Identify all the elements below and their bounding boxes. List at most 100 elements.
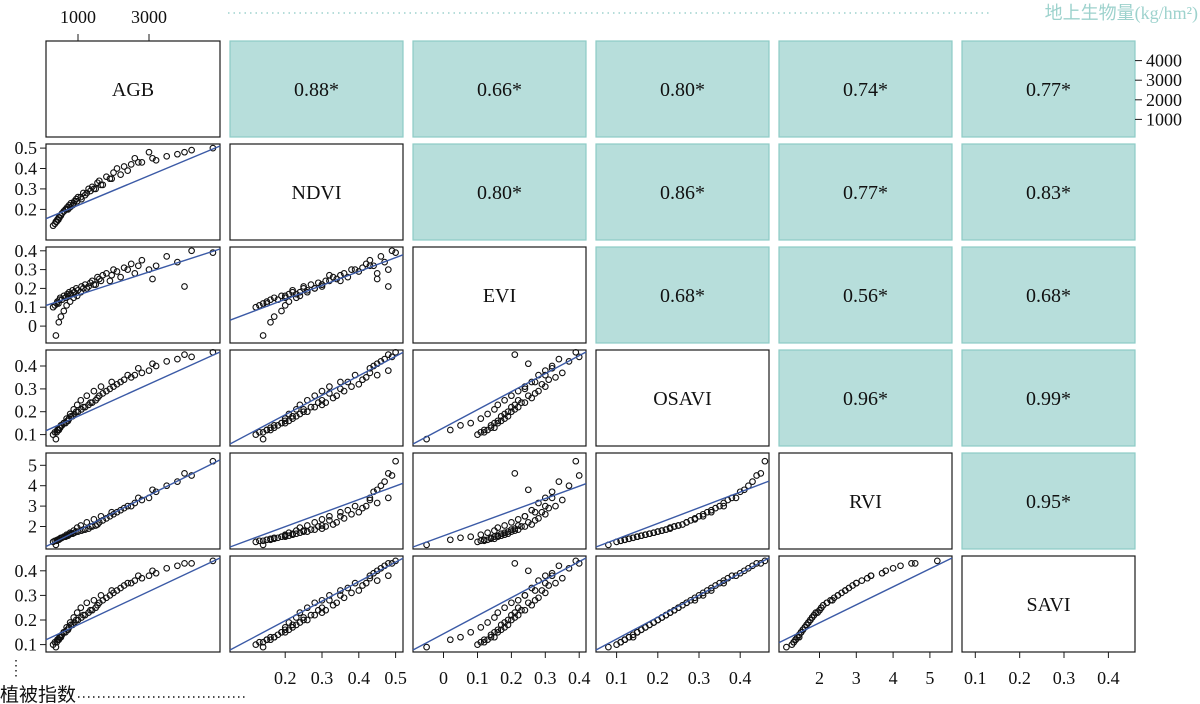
scatter-point — [535, 499, 542, 507]
scatter-point — [621, 536, 629, 544]
scatter-point — [817, 604, 825, 612]
scatter-point — [558, 369, 566, 377]
scatter-point — [70, 199, 78, 207]
scatter-point — [501, 396, 508, 404]
scatter-point — [487, 633, 495, 641]
scatter-point — [531, 587, 539, 594]
scatter-point — [552, 374, 559, 381]
scatter-point — [326, 383, 333, 390]
left-tick-label-osavi: 0.4 — [15, 356, 38, 376]
scatter-point — [163, 253, 171, 260]
scatter-point — [292, 530, 300, 538]
scatter-point — [370, 262, 377, 270]
scatter-point — [285, 529, 293, 537]
scatter-point — [303, 522, 311, 529]
scatter-point — [289, 288, 296, 296]
scatter-point — [524, 567, 532, 575]
scatter-point — [318, 387, 326, 395]
scatter-point — [642, 624, 649, 631]
fit-line-panel-ndvi-agb — [45, 145, 221, 220]
scatter-point — [348, 266, 355, 273]
scatter-point — [174, 478, 181, 485]
scatter-point — [270, 294, 278, 302]
scatter-point — [558, 496, 566, 504]
scatter-point — [384, 367, 392, 374]
scatter-point — [318, 396, 326, 404]
scatter-point — [882, 567, 890, 575]
scatter-point — [131, 371, 139, 379]
scatter-panel-rvi-osavi — [595, 452, 770, 550]
scatter-point — [108, 175, 116, 183]
scatter-point — [318, 604, 326, 612]
scatter-point — [333, 519, 341, 526]
right-tick-label: 1000 — [1146, 109, 1182, 129]
correlation-panel-evi-osavi — [595, 246, 770, 344]
correlation-panel-ndvi-evi — [412, 143, 587, 241]
scatter-point — [484, 410, 491, 418]
scatter-point — [555, 562, 563, 570]
scatter-point — [740, 567, 748, 575]
scatter-point — [60, 292, 68, 300]
scatter-point — [134, 572, 142, 580]
scatter-point — [138, 369, 146, 377]
scatter-point — [362, 502, 370, 510]
fit-line-panel-savi-osavi — [595, 557, 770, 651]
scatter-point — [149, 567, 156, 575]
scatter-point — [650, 529, 658, 537]
scatter-point — [531, 508, 539, 516]
fit-line-panel-osavi-ndvi — [229, 351, 404, 445]
scatter-point — [292, 406, 300, 413]
scatter-point — [908, 560, 915, 567]
fit-line-panel-rvi-agb — [45, 459, 221, 548]
scatter-point — [508, 599, 515, 607]
diagonal-label-rvi: RVI — [849, 491, 882, 513]
correlation-label-osavi-rvi: 0.96* — [843, 388, 888, 410]
top-annotation-label: 地上生物量(kg/hm²) — [1045, 3, 1198, 24]
scatter-point — [259, 643, 267, 651]
scatter-point — [377, 482, 385, 490]
scatter-point — [52, 332, 60, 339]
bottom-tick-label-savi: 0.4 — [1097, 668, 1120, 688]
bottom-tick-label-savi: 0.2 — [1008, 668, 1031, 688]
top-tick-label: 1000 — [60, 7, 96, 27]
left-tick-label-savi: 0.4 — [15, 561, 38, 581]
scatter-point — [267, 536, 274, 544]
scatter-point — [270, 633, 278, 641]
fit-line-panel-evi-ndvi — [229, 254, 404, 321]
scatter-point — [511, 560, 519, 567]
scatter-point — [491, 614, 498, 621]
scatter-point — [514, 396, 522, 404]
scatter-point — [300, 408, 307, 416]
left-tick-label-evi: 0.2 — [15, 278, 38, 298]
left-annotation-label: 植被指数 — [0, 684, 76, 704]
scatter-point — [521, 606, 529, 614]
scatter-point — [307, 526, 315, 533]
scatter-point — [834, 592, 842, 599]
scatter-point — [344, 378, 352, 386]
bottom-tick-label-osavi: 0.4 — [729, 668, 752, 688]
scatter-point — [528, 521, 536, 528]
scatter-point — [524, 392, 532, 400]
scatter-point — [446, 636, 454, 644]
correlation-panel-agb-rvi — [778, 40, 953, 138]
scatter-point — [558, 574, 566, 582]
left-tick-label-ndvi: 0.3 — [15, 179, 38, 199]
scatter-point — [278, 292, 285, 300]
scatter-point — [392, 348, 399, 356]
scatter-point — [518, 523, 525, 530]
scatter-point — [541, 502, 549, 510]
scatter-point — [267, 426, 274, 434]
left-tick-label-savi: 0.2 — [15, 610, 38, 630]
left-tick-label-osavi: 0.3 — [15, 379, 38, 399]
scatter-point — [181, 560, 188, 567]
scatter-point — [535, 387, 542, 395]
correlation-panel-ndvi-savi — [961, 143, 1136, 241]
bottom-tick-label-osavi: 0.3 — [688, 668, 711, 688]
left-tick-label-ndvi: 0.4 — [15, 159, 38, 179]
scatter-point — [508, 392, 515, 400]
scatter-point — [761, 457, 769, 465]
correlation-panel-evi-rvi — [778, 246, 953, 344]
scatter-point — [355, 587, 363, 594]
fit-line-panel-savi-rvi — [778, 557, 953, 644]
scatter-point — [487, 424, 495, 432]
